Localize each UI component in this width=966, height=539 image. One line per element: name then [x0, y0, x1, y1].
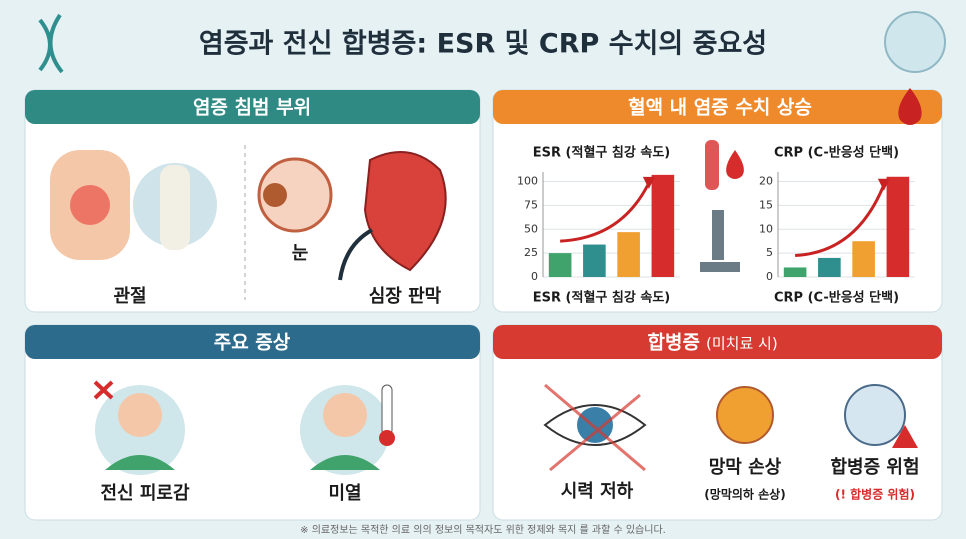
- y-tick-label: 0: [766, 270, 773, 283]
- bar: [548, 253, 572, 277]
- bar: [651, 174, 675, 277]
- symptom-label: 미열: [328, 483, 361, 504]
- chart-x-label: CRP (C-반응성 단백): [774, 290, 899, 306]
- trend-arrowhead: [642, 176, 655, 189]
- dna-icon: [38, 13, 64, 74]
- complication-label: 합병증 위험: [830, 456, 919, 478]
- y-tick-label: 10: [759, 222, 773, 235]
- panel-subtitle: (미치료 시): [706, 335, 778, 353]
- bar: [583, 244, 606, 277]
- panel-title: 혈액 내 염증 수치 상승: [628, 96, 812, 119]
- chart-x-label: ESR (적혈구 침강 속도): [533, 290, 670, 306]
- complication-label: 시력 저하: [561, 481, 634, 502]
- bar: [783, 267, 807, 277]
- y-tick-label: 75: [524, 198, 538, 211]
- trend-arrow: [560, 182, 651, 243]
- chart-title: CRP (C-반응성 단백): [774, 145, 899, 161]
- bacteria-icon: [884, 11, 946, 73]
- panel-title: 염증 침범 부위: [193, 97, 311, 119]
- symptom-label: 전신 피로감: [100, 483, 190, 504]
- page-title: 염증과 전신 합병증: ESR 및 CRP 수치의 중요성: [199, 29, 767, 60]
- y-tick-label: 50: [524, 222, 538, 235]
- anatomy-illustrations: [50, 145, 447, 300]
- trend-arrowhead: [877, 178, 890, 191]
- bar: [886, 176, 910, 277]
- complication-illustrations: [543, 383, 918, 472]
- panels: [24, 89, 943, 521]
- y-tick-label: 0: [531, 270, 538, 283]
- complication-label: 망막 손상: [709, 457, 782, 478]
- site-label: 눈: [292, 243, 309, 264]
- bar: [818, 257, 841, 277]
- trend-arrow: [795, 184, 886, 257]
- complication-note: (! 합병증 위험): [835, 487, 915, 502]
- y-tick-label: 20: [759, 175, 773, 188]
- lab-illustrations: [700, 88, 922, 272]
- panel-title: 주요 증상: [214, 332, 291, 354]
- y-tick-label: 100: [517, 175, 538, 188]
- complication-note: (망막의하 손상): [704, 487, 785, 502]
- bar: [852, 241, 875, 277]
- site-label: 관절: [113, 286, 146, 307]
- panel-title: 합병증: [648, 332, 700, 354]
- y-tick-label: 5: [766, 246, 773, 259]
- y-tick-label: 15: [759, 198, 773, 211]
- bar: [617, 232, 640, 277]
- charts: ESR (적혈구 침강 속도)ESR (적혈구 침강 속도)0255075100…: [517, 145, 915, 306]
- site-label: 심장 판막: [369, 286, 442, 307]
- symptom-illustrations: [93, 380, 395, 475]
- footer: ※ 의료정보는 목적한 의료 의의 정보의 목적자도 위한 정제와 목지 를 과…: [300, 523, 666, 536]
- y-tick-label: 25: [524, 246, 538, 259]
- chart-title: ESR (적혈구 침강 속도): [533, 145, 670, 161]
